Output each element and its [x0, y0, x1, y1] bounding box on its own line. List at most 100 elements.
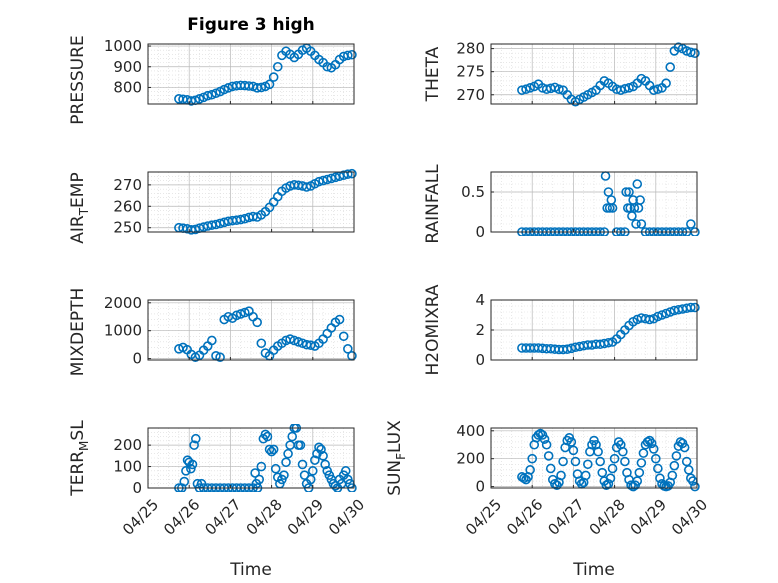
x-tick-label: 04/30: [325, 496, 368, 539]
y-axis-label: TERRMSL: [68, 420, 91, 497]
data-points: [517, 171, 700, 236]
data-point: [558, 456, 568, 467]
data-point: [297, 459, 308, 470]
y-axis-label: AIRTEMP: [68, 172, 91, 243]
x-tick-label: 04/25: [119, 496, 162, 539]
data-point: [268, 444, 279, 455]
data-point: [661, 308, 671, 319]
data-point: [545, 463, 556, 474]
y-tick-label: 250: [113, 219, 142, 237]
data-point: [665, 62, 676, 72]
x-axis-label-left: Time: [229, 560, 272, 580]
data-point: [539, 434, 550, 444]
axes-box: [490, 43, 698, 105]
x-tick-label: 04/29: [627, 496, 670, 539]
y-tick-label: 2000: [104, 294, 142, 312]
y-tick-label: 0.5: [461, 183, 485, 201]
data-point: [653, 84, 663, 95]
data-point: [665, 307, 676, 317]
x-tick-label: 04/26: [503, 496, 546, 539]
y-axis-label: MIXDEPTH: [68, 288, 88, 377]
data-point: [636, 219, 647, 229]
y-axis-label: THETA: [423, 46, 443, 102]
data-point: [347, 49, 357, 60]
x-tick-label: 04/28: [586, 496, 629, 539]
data-point: [287, 431, 298, 442]
y-tick-label: 1000: [104, 322, 142, 340]
data-point: [338, 331, 349, 342]
data-point: [264, 444, 275, 455]
y-tick-label: 0: [132, 350, 142, 368]
data-point: [593, 446, 603, 457]
data-points: [174, 43, 357, 106]
data-point: [583, 459, 593, 470]
data-point: [187, 459, 198, 470]
points-pressure: [174, 43, 357, 106]
data-points: [517, 42, 700, 107]
panel-h2omixra: 0 2 4 H2OMIXRA: [423, 284, 700, 376]
data-point: [256, 338, 267, 349]
data-point: [661, 78, 671, 89]
data-point: [624, 187, 634, 197]
data-points: [517, 428, 700, 492]
y-tick-label: 280: [456, 40, 485, 58]
data-point: [686, 219, 696, 229]
data-point: [189, 440, 199, 450]
data-point: [231, 310, 242, 321]
data-point: [653, 311, 663, 322]
data-point: [320, 459, 330, 470]
axes-box: [147, 171, 355, 233]
data-point: [673, 42, 684, 53]
x-axis-label-right: Time: [572, 560, 615, 580]
data-point: [264, 79, 275, 90]
data-point: [521, 84, 531, 95]
x-tick-label: 04/28: [243, 496, 286, 539]
data-point: [347, 168, 357, 179]
data-point: [603, 337, 614, 348]
data-point: [301, 182, 312, 192]
data-point: [690, 302, 700, 313]
data-point: [566, 437, 577, 447]
data-point: [632, 476, 643, 486]
data-point: [343, 344, 353, 354]
data-point: [681, 456, 692, 467]
data-point: [690, 48, 700, 59]
points-sun-flux: [517, 428, 700, 492]
data-point: [657, 310, 667, 320]
data-point: [207, 335, 217, 346]
points-air-temp: [174, 168, 357, 235]
data-point: [256, 461, 267, 472]
data-point: [679, 442, 690, 453]
data-point: [621, 187, 631, 197]
data-point: [686, 47, 696, 58]
data-point: [603, 187, 614, 197]
x-tick-label: 04/26: [160, 496, 203, 539]
data-point: [289, 335, 300, 346]
x-tick-label: 04/30: [668, 496, 711, 539]
data-point: [525, 465, 535, 475]
data-point: [634, 467, 645, 478]
data-point: [190, 224, 201, 235]
ticks-air-temp: 250 260 270 AIRTEMP: [68, 171, 355, 244]
data-point: [653, 463, 663, 474]
data-point: [607, 203, 618, 213]
data-point: [181, 466, 191, 476]
data-point: [644, 314, 655, 325]
grid-mixdepth: [147, 300, 355, 360]
x-tick-label: 04/27: [544, 496, 587, 539]
data-point: [340, 466, 351, 476]
data-point: [272, 191, 283, 202]
data-points: [174, 168, 357, 235]
data-point: [556, 470, 566, 481]
ticks-rainfall: 0 0.5 RAINFALL: [423, 164, 698, 244]
data-point: [642, 437, 653, 447]
data-point: [299, 470, 310, 480]
points-theta: [517, 42, 700, 107]
data-point: [281, 457, 291, 468]
y-tick-label: 400: [456, 422, 485, 440]
data-point: [307, 466, 318, 476]
y-tick-label: 270: [456, 86, 485, 104]
data-point: [609, 453, 620, 464]
data-point: [568, 445, 579, 456]
